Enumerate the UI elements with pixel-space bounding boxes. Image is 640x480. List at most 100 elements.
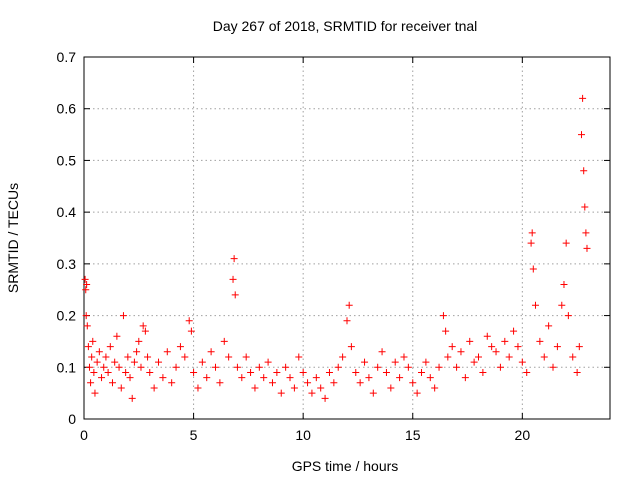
y-tick-label: 0.2 [57, 308, 77, 324]
data-point [325, 368, 333, 376]
data-point [98, 374, 106, 382]
data-point [439, 312, 447, 320]
data-point [273, 368, 281, 376]
data-point [578, 131, 586, 139]
data-point [207, 348, 215, 356]
data-point [130, 358, 138, 366]
data-point [135, 337, 143, 345]
data-point [330, 379, 338, 387]
data-point [321, 394, 329, 402]
data-point [95, 348, 103, 356]
data-point [115, 363, 123, 371]
data-point [251, 384, 259, 392]
axis-ticks: 0 0.1 0.2 0.3 0.4 0.5 0.6 0.7 0 5 10 15 20 [57, 49, 610, 443]
y-tick-label: 0.7 [57, 49, 77, 65]
data-point [569, 353, 577, 361]
y-axis-label: SRMTID / TECUs [5, 183, 21, 293]
y-tick-label: 0.3 [57, 256, 77, 272]
data-point [510, 327, 518, 335]
data-point [422, 358, 430, 366]
data-point [126, 374, 134, 382]
data-point [523, 368, 531, 376]
data-point [150, 384, 158, 392]
data-point [88, 353, 96, 361]
data-point [176, 343, 184, 351]
data-point [119, 312, 127, 320]
data-point [230, 255, 238, 263]
data-point [369, 389, 377, 397]
data-point [457, 348, 465, 356]
data-point [581, 203, 589, 211]
grid-lines [84, 57, 610, 419]
data-point [268, 379, 276, 387]
data-point [536, 337, 544, 345]
data-point [117, 384, 125, 392]
data-point [111, 358, 119, 366]
data-point [582, 229, 590, 237]
data-point [444, 353, 452, 361]
data-point [185, 317, 193, 325]
data-point [82, 312, 90, 320]
data-point [413, 389, 421, 397]
data-point [104, 368, 112, 376]
data-point [133, 348, 141, 356]
data-point [580, 167, 588, 175]
chart-title: Day 267 of 2018, SRMTID for receiver tna… [213, 18, 478, 34]
data-point [163, 348, 171, 356]
data-point [317, 384, 325, 392]
data-point [361, 358, 369, 366]
data-point [343, 317, 351, 325]
data-point [496, 363, 504, 371]
data-point [168, 379, 176, 387]
data-point [231, 291, 239, 299]
data-point [558, 301, 566, 309]
data-point [106, 343, 114, 351]
data-point [277, 389, 285, 397]
data-point [404, 363, 412, 371]
data-point [181, 353, 189, 361]
data-point [442, 327, 450, 335]
x-tick-label: 20 [515, 427, 531, 443]
data-point [84, 343, 92, 351]
data-point [545, 322, 553, 330]
data-point [453, 363, 461, 371]
data-point [562, 239, 570, 247]
x-axis-label: GPS time / hours [292, 458, 399, 474]
data-point [282, 363, 290, 371]
data-point [345, 301, 353, 309]
x-tick-label: 5 [190, 427, 198, 443]
y-tick-label: 0.5 [57, 152, 77, 168]
data-point [139, 322, 147, 330]
data-point [400, 353, 408, 361]
data-point [85, 363, 93, 371]
data-point [387, 384, 395, 392]
data-point [334, 363, 342, 371]
data-point [583, 244, 591, 252]
data-point [518, 358, 526, 366]
data-point [391, 358, 399, 366]
data-point [286, 374, 294, 382]
data-point [564, 312, 572, 320]
data-point [553, 343, 561, 351]
data-point [108, 379, 116, 387]
data-point [470, 358, 478, 366]
data-point [290, 384, 298, 392]
data-point [124, 353, 132, 361]
data-point [225, 353, 233, 361]
data-point [356, 379, 364, 387]
data-point [575, 343, 583, 351]
data-point [382, 368, 390, 376]
data-point [579, 94, 587, 102]
data-point [238, 374, 246, 382]
data-point [529, 265, 537, 273]
data-point [431, 384, 439, 392]
data-point [435, 363, 443, 371]
data-point [81, 275, 89, 283]
data-point [83, 281, 91, 289]
data-point [82, 286, 90, 294]
data-point [198, 358, 206, 366]
y-tick-label: 0 [68, 411, 76, 427]
data-point [501, 337, 509, 345]
data-point [91, 389, 99, 397]
